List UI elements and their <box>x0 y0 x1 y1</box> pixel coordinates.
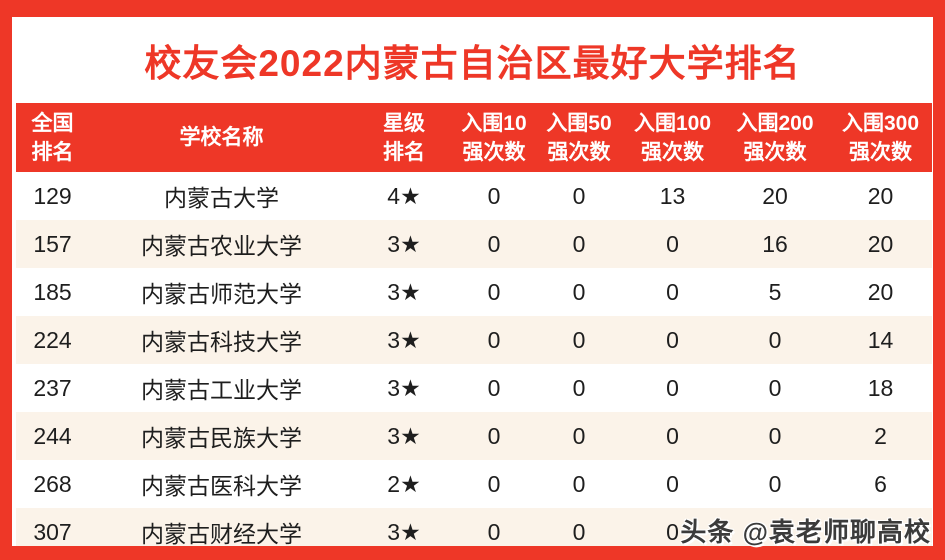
top50-cell: 0 <box>534 268 624 316</box>
column-header-top300-count: 入围300 强次数 <box>829 103 932 172</box>
top10-cell: 0 <box>454 220 534 268</box>
star-cell: 2★ <box>354 460 454 508</box>
rank-cell: 157 <box>16 220 89 268</box>
top50-cell: 0 <box>534 316 624 364</box>
rank-cell: 244 <box>16 412 89 460</box>
top10-cell: 0 <box>454 412 534 460</box>
top100-cell: 0 <box>624 412 721 460</box>
top200-cell: 20 <box>721 172 829 220</box>
top300-cell: 20 <box>829 172 932 220</box>
table-row: 307 内蒙古财经大学 3★ 0 0 0 <box>16 508 932 556</box>
star-cell: 3★ <box>354 316 454 364</box>
column-header-top10-count: 入围10 强次数 <box>454 103 534 172</box>
top100-cell: 0 <box>624 364 721 412</box>
top100-cell: 13 <box>624 172 721 220</box>
ranking-table: 全国 排名 学校名称 星级 排名 入围10 强次数 入围50 强次数 入围100 <box>16 103 932 556</box>
header-row: 全国 排名 学校名称 星级 排名 入围10 强次数 入围50 强次数 入围100 <box>16 103 932 172</box>
top10-cell: 0 <box>454 268 534 316</box>
toutiao-watermark: 头条 @袁老师聊高校 <box>680 517 931 547</box>
rank-cell: 268 <box>16 460 89 508</box>
column-header-national-rank: 全国 排名 <box>16 103 89 172</box>
school-cell: 内蒙古工业大学 <box>89 364 354 412</box>
top50-cell: 0 <box>534 220 624 268</box>
top50-cell: 0 <box>534 172 624 220</box>
page-title: 校友会2022内蒙古自治区最好大学排名 <box>144 43 801 84</box>
frame-border-left <box>0 0 12 560</box>
column-header-top50-count: 入围50 强次数 <box>534 103 624 172</box>
frame-border-bottom <box>0 546 945 560</box>
school-cell: 内蒙古民族大学 <box>89 412 354 460</box>
top300-cell: 2 <box>829 412 932 460</box>
star-cell: 3★ <box>354 268 454 316</box>
top100-cell: 0 <box>624 460 721 508</box>
top50-cell: 0 <box>534 460 624 508</box>
column-header-top100-count: 入围100 强次数 <box>624 103 721 172</box>
school-cell: 内蒙古农业大学 <box>89 220 354 268</box>
star-cell: 4★ <box>354 172 454 220</box>
rank-cell: 185 <box>16 268 89 316</box>
table-row: 268 内蒙古医科大学 2★ 0 0 0 0 6 <box>16 460 932 508</box>
top50-cell: 0 <box>534 412 624 460</box>
school-cell: 内蒙古大学 <box>89 172 354 220</box>
top10-cell: 0 <box>454 172 534 220</box>
top100-cell: 0 <box>624 268 721 316</box>
table-row: 224 内蒙古科技大学 3★ 0 0 0 0 14 <box>16 316 932 364</box>
top200-cell: 0 <box>721 316 829 364</box>
top300-cell: 6 <box>829 460 932 508</box>
table-row: 244 内蒙古民族大学 3★ 0 0 0 0 2 <box>16 412 932 460</box>
frame-border-top <box>0 0 945 17</box>
star-cell: 3★ <box>354 364 454 412</box>
top100-cell: 0 <box>624 316 721 364</box>
top200-cell: 0 <box>721 364 829 412</box>
table-row: 237 内蒙古工业大学 3★ 0 0 0 0 18 <box>16 364 932 412</box>
school-cell: 内蒙古医科大学 <box>89 460 354 508</box>
rank-cell: 237 <box>16 364 89 412</box>
frame-border-right <box>933 0 945 560</box>
top200-cell: 0 <box>721 412 829 460</box>
top10-cell: 0 <box>454 364 534 412</box>
table-row: 185 内蒙古师范大学 3★ 0 0 0 5 20 <box>16 268 932 316</box>
top200-cell: 16 <box>721 220 829 268</box>
star-cell: 3★ <box>354 412 454 460</box>
top300-cell: 14 <box>829 316 932 364</box>
school-cell: 内蒙古科技大学 <box>89 316 354 364</box>
top200-cell: 0 <box>721 460 829 508</box>
top100-cell: 0 <box>624 220 721 268</box>
top300-cell: 20 <box>829 220 932 268</box>
rank-cell: 129 <box>16 172 89 220</box>
top300-cell: 18 <box>829 364 932 412</box>
column-header-top200-count: 入围200 强次数 <box>721 103 829 172</box>
top10-cell: 0 <box>454 316 534 364</box>
table-row: 157 内蒙古农业大学 3★ 0 0 0 16 20 <box>16 220 932 268</box>
top50-cell: 0 <box>534 364 624 412</box>
school-cell: 内蒙古师范大学 <box>89 268 354 316</box>
star-cell: 3★ <box>354 220 454 268</box>
table-row: 129 内蒙古大学 4★ 0 0 13 20 20 <box>16 172 932 220</box>
top200-cell: 5 <box>721 268 829 316</box>
top10-cell: 0 <box>454 460 534 508</box>
top300-cell: 20 <box>829 268 932 316</box>
rank-cell: 224 <box>16 316 89 364</box>
column-header-star-rank: 星级 排名 <box>354 103 454 172</box>
column-header-school-name: 学校名称 <box>89 103 354 172</box>
